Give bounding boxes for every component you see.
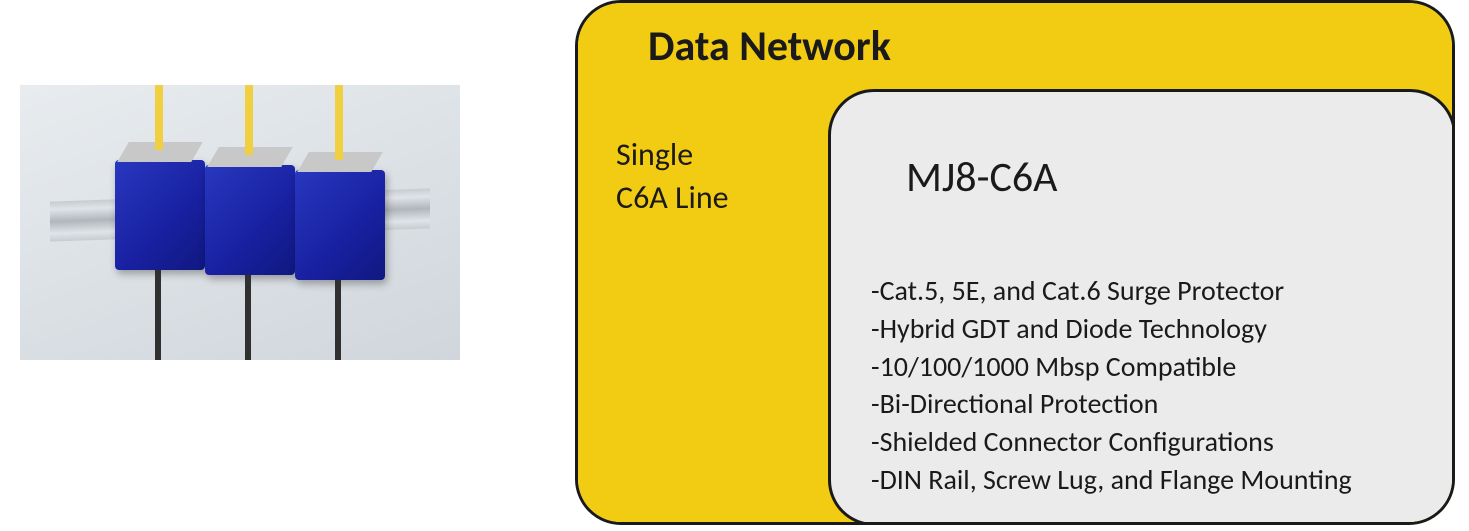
feature-item: Hybrid GDT and Diode Technology xyxy=(871,310,1352,348)
card-body-panel: MJ8-C6A Cat.5, 5E, and Cat.6 Surge Prote… xyxy=(828,89,1455,525)
surge-module xyxy=(295,170,385,280)
feature-item: DIN Rail, Screw Lug, and Flange Mounting xyxy=(871,461,1352,499)
feature-list: Cat.5, 5E, and Cat.6 Surge ProtectorHybr… xyxy=(871,272,1352,499)
feature-item: Cat.5, 5E, and Cat.6 Surge Protector xyxy=(871,272,1352,310)
subtype-line: C6A Line xyxy=(616,176,816,219)
surge-module xyxy=(115,160,205,270)
feature-item: Shielded Connector Configurations xyxy=(871,423,1352,461)
feature-item: Bi-Directional Protection xyxy=(871,385,1352,423)
product-photo xyxy=(20,85,460,360)
subtype-line: Single xyxy=(616,133,816,176)
info-card: Data Network Single C6A Line MJ8-C6A Cat… xyxy=(575,0,1455,525)
card-subtype: Single C6A Line xyxy=(616,133,816,219)
model-number: MJ8-C6A xyxy=(906,152,1057,203)
surge-module xyxy=(205,165,295,275)
card-title: Data Network xyxy=(648,21,891,72)
feature-item: 10/100/1000 Mbsp Compatible xyxy=(871,348,1352,386)
